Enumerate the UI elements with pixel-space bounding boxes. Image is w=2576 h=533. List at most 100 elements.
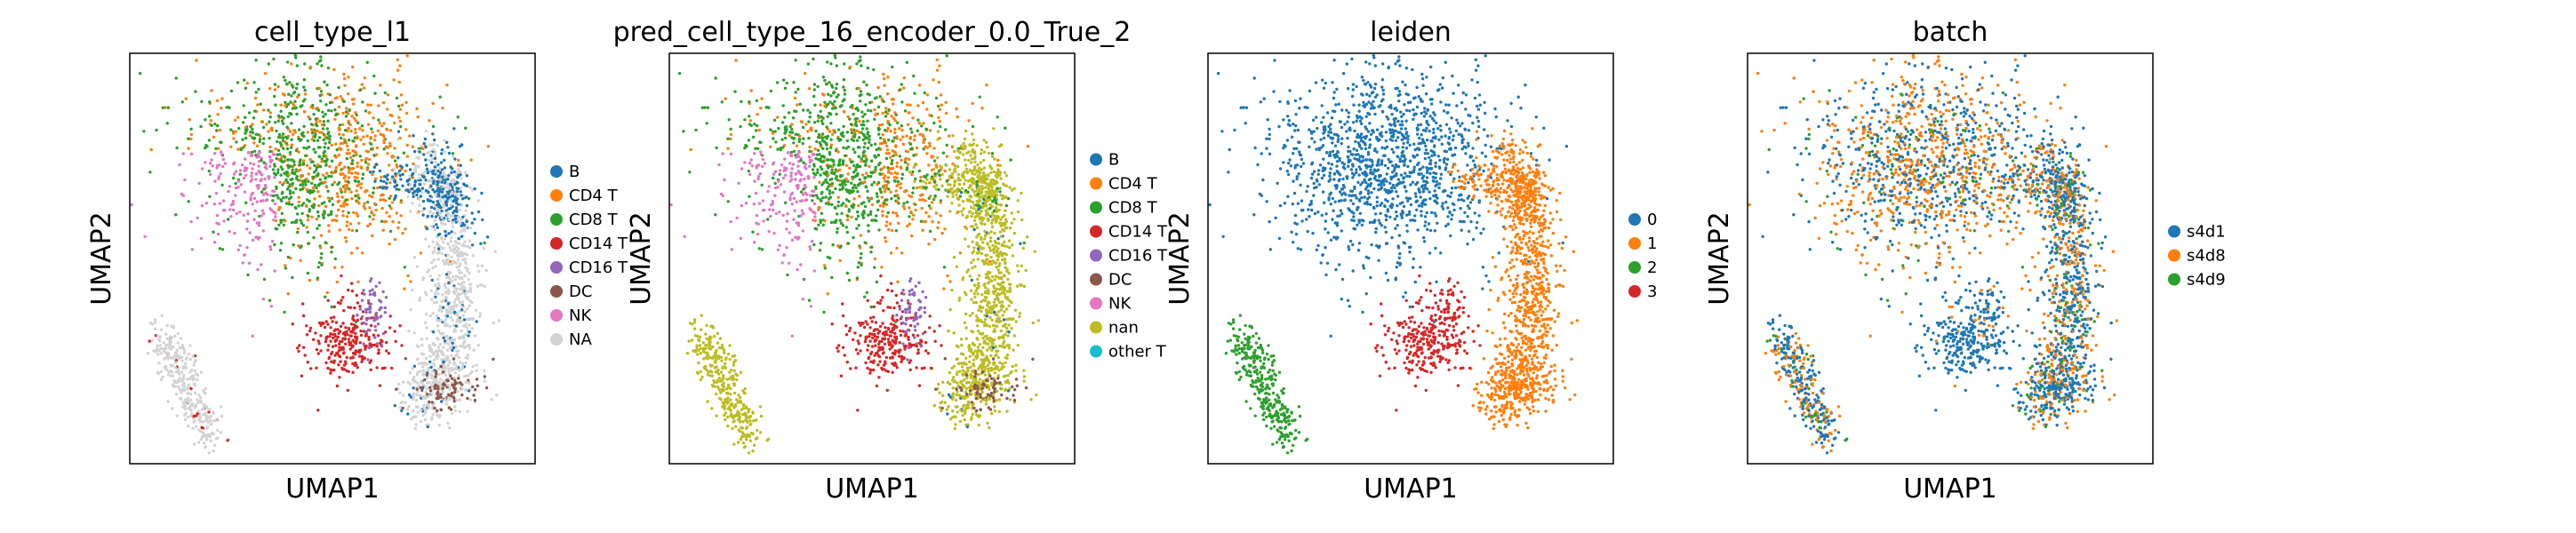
- scatter-point: [445, 348, 450, 352]
- scatter-point: [388, 204, 392, 208]
- scatter-point: [386, 93, 390, 97]
- scatter-point: [444, 295, 448, 299]
- scatter-point: [391, 219, 395, 224]
- scatter-point: [875, 280, 878, 284]
- scatter-point: [440, 168, 444, 171]
- legend-marker: [550, 285, 563, 298]
- scatter-point: [257, 224, 261, 227]
- scatter-point: [706, 106, 710, 109]
- scatter-point: [373, 179, 377, 183]
- scatter-point: [900, 177, 904, 180]
- scatter-point: [807, 298, 812, 302]
- scatter-point: [886, 211, 890, 215]
- scatter-point: [330, 174, 333, 179]
- scatter-point: [818, 141, 821, 145]
- scatter-point: [337, 105, 341, 109]
- scatter-point: [409, 307, 412, 312]
- scatter-point: [761, 157, 765, 162]
- scatter-point: [453, 182, 457, 187]
- scatter-point: [818, 180, 821, 184]
- scatter-point: [443, 365, 446, 369]
- scatter-point: [289, 100, 292, 104]
- scatter-point: [284, 266, 287, 270]
- scatter-point: [426, 170, 430, 174]
- scatter-point: [922, 140, 925, 145]
- scatter-point: [351, 362, 355, 365]
- scatter-point: [425, 362, 428, 366]
- scatter-point: [901, 204, 905, 208]
- scatter-point: [199, 419, 204, 424]
- scatter-point: [177, 356, 181, 361]
- scatter-point: [367, 157, 372, 162]
- scatter-point: [796, 153, 799, 156]
- scatter-point: [458, 208, 461, 212]
- scatter-point: [448, 339, 452, 343]
- scatter-point: [207, 408, 211, 411]
- scatter-point: [966, 394, 970, 399]
- scatter-point: [924, 219, 927, 224]
- scatter-point: [244, 136, 248, 140]
- scatter-point: [855, 62, 859, 66]
- scatter-point: [435, 209, 439, 212]
- scatter-point: [884, 179, 887, 183]
- scatter-point: [893, 145, 898, 148]
- scatter-point: [439, 395, 443, 399]
- scatter-point: [759, 107, 763, 110]
- scatter-point: [464, 261, 468, 266]
- scatter-point: [453, 157, 457, 161]
- scatter-point: [743, 118, 747, 122]
- scatter-point: [368, 342, 372, 346]
- scatter-point: [444, 186, 448, 189]
- scatter-point: [454, 199, 459, 203]
- scatter-point: [828, 81, 831, 84]
- scatter-point: [482, 246, 485, 251]
- scatter-point: [297, 150, 300, 154]
- scatter-point: [257, 164, 260, 168]
- scatter-point: [268, 298, 272, 302]
- scatter-point: [460, 320, 463, 323]
- scatter-point: [495, 393, 499, 397]
- scatter-point: [352, 116, 356, 120]
- scatter-point: [412, 183, 417, 187]
- scatter-point: [189, 393, 193, 396]
- scatter-point: [439, 178, 443, 181]
- scatter-point: [758, 171, 762, 176]
- scatter-point: [447, 370, 451, 373]
- scatter-point: [782, 190, 787, 194]
- scatter-point: [971, 101, 974, 106]
- scatter-point: [363, 292, 366, 296]
- scatter-point: [464, 295, 468, 299]
- scatter-point: [416, 381, 420, 385]
- scatter-point: [424, 188, 428, 193]
- scatter-point: [883, 202, 886, 205]
- scatter-point: [435, 372, 438, 376]
- scatter-point: [261, 211, 266, 216]
- scatter-point: [897, 196, 900, 200]
- scatter-point: [252, 163, 256, 166]
- scatter-point: [309, 160, 314, 164]
- scatter-point: [258, 138, 262, 141]
- scatter-point: [428, 354, 432, 358]
- scatter-point: [331, 183, 334, 187]
- scatter-point: [475, 363, 478, 367]
- scatter-point: [392, 78, 396, 82]
- scatter-point: [238, 172, 242, 176]
- scatter-point: [999, 308, 1004, 312]
- scatter-point: [374, 153, 379, 156]
- scatter-point: [359, 182, 364, 186]
- scatter-point: [365, 307, 370, 311]
- scatter-point: [921, 100, 925, 105]
- scatter-point: [471, 317, 476, 321]
- scatter-point: [887, 152, 891, 155]
- scatter-point: [415, 393, 419, 396]
- scatter-point: [444, 275, 449, 280]
- scatter-point: [291, 181, 294, 186]
- scatter-point: [987, 370, 990, 373]
- scatter-point: [973, 172, 977, 176]
- scatter-point: [319, 349, 323, 353]
- scatter-point: [435, 300, 438, 305]
- scatter-point: [826, 166, 830, 170]
- scatter-point: [465, 203, 468, 208]
- scatter-point: [826, 163, 830, 168]
- scatter-point: [396, 226, 400, 230]
